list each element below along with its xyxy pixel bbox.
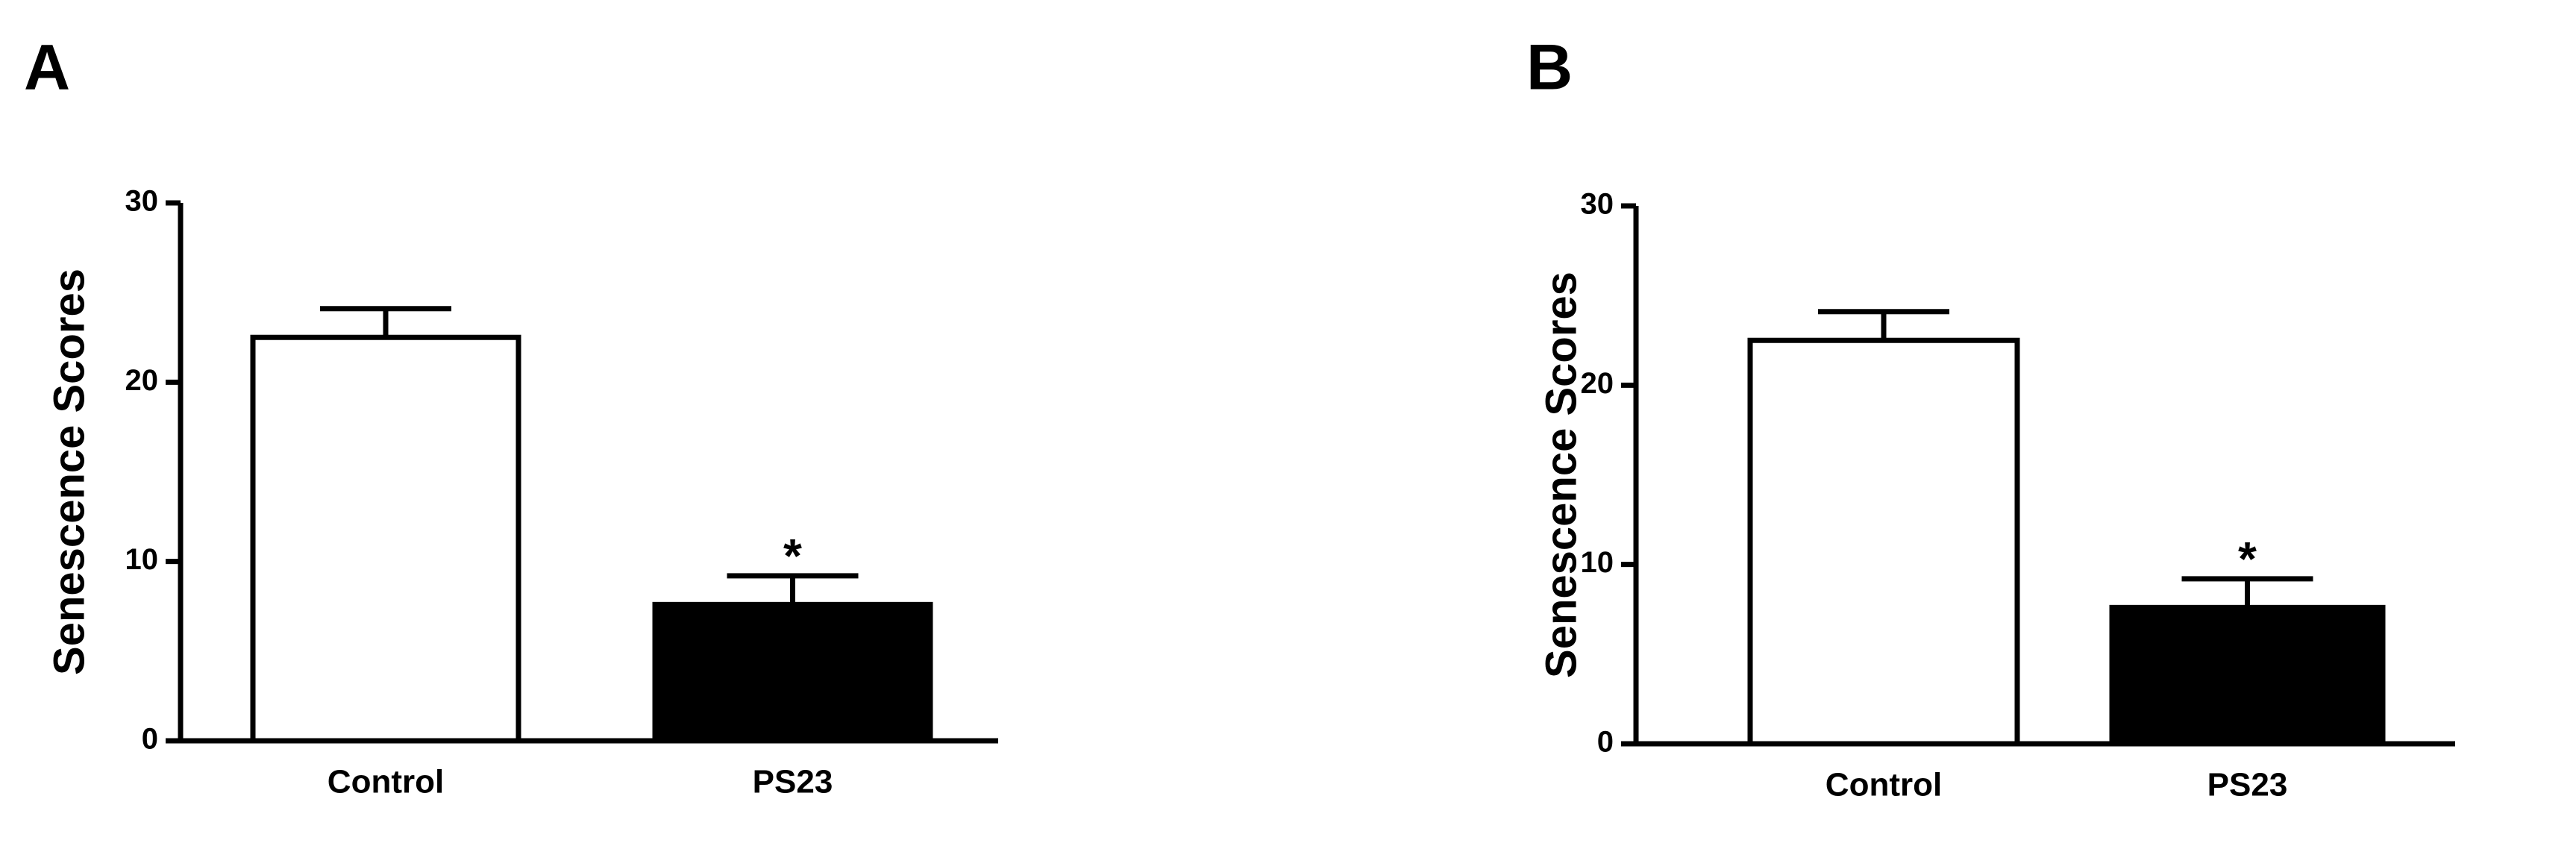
- y-tick-label: 30: [125, 185, 159, 218]
- x-tick-label: PS23: [2207, 767, 2288, 803]
- y-tick-label: 30: [1581, 188, 1614, 221]
- x-tick-label: Control: [328, 764, 444, 800]
- y-tick-label: 10: [125, 543, 159, 576]
- x-tick-label: PS23: [753, 764, 833, 800]
- y-tick-label: 20: [1581, 367, 1614, 400]
- y-tick-label: 20: [125, 364, 159, 397]
- y-tick-label: 0: [142, 723, 158, 756]
- significance-marker: *: [783, 529, 802, 583]
- bar: [2109, 604, 2386, 747]
- panel-label: B: [1526, 32, 1573, 104]
- y-axis-label: Senescence Scores: [1537, 272, 1585, 678]
- y-tick-label: 10: [1581, 546, 1614, 579]
- y-axis-label: Senescence Scores: [45, 269, 93, 675]
- significance-marker: *: [2238, 532, 2257, 586]
- bar: [1747, 337, 2020, 747]
- x-tick-label: Control: [1826, 767, 1942, 803]
- y-tick-label: 0: [1597, 726, 1614, 759]
- panel-label: A: [24, 32, 70, 104]
- bar: [652, 601, 933, 744]
- bar: [250, 334, 521, 744]
